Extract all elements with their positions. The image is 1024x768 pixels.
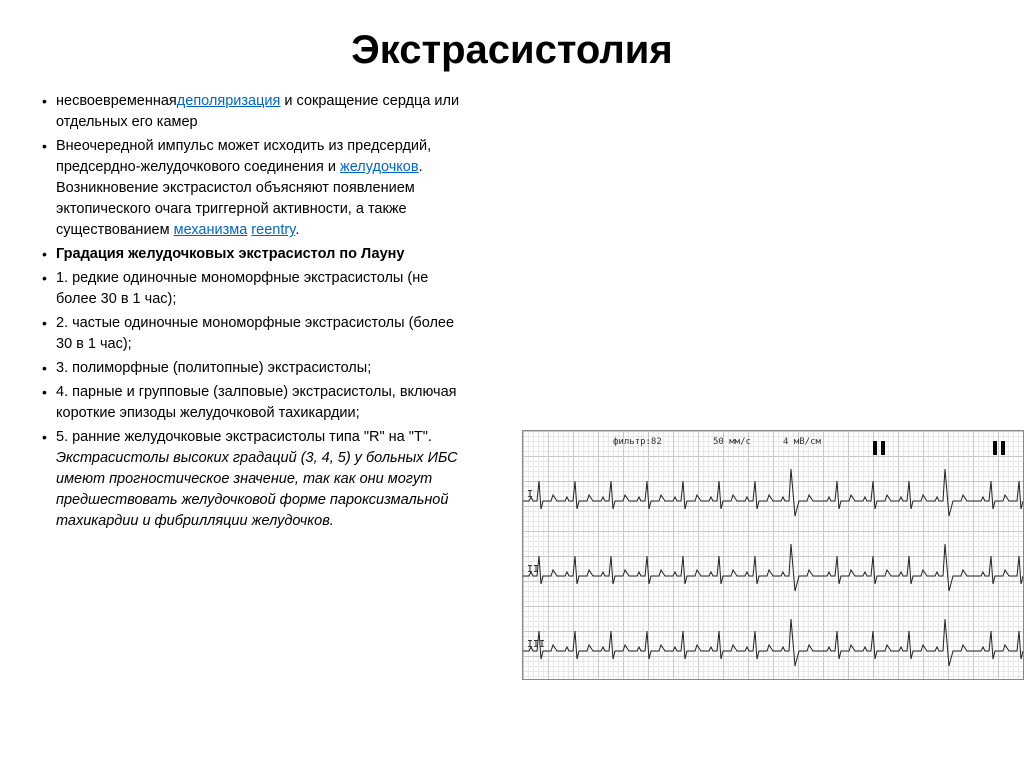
ecg-panel: фильтр:82 50 мм/с 4 мВ/см I II III bbox=[522, 430, 1024, 680]
ecg-label-gain: 4 мВ/см bbox=[783, 437, 821, 447]
text: 5. ранние желудочковые экстрасистолы тип… bbox=[56, 429, 432, 445]
bullet-list-column: несвоевременнаядеполяризация и сокращени… bbox=[40, 91, 470, 535]
ecg-label-filter: фильтр:82 bbox=[613, 437, 662, 447]
link-mechanism[interactable]: механизма bbox=[174, 222, 248, 238]
bullet-list: несвоевременнаядеполяризация и сокращени… bbox=[40, 91, 470, 532]
list-item: 3. полиморфные (политопные) экстрасистол… bbox=[40, 358, 470, 379]
ecg-label-speed: 50 мм/с bbox=[713, 437, 751, 447]
list-item: 5. ранние желудочковые экстрасистолы тип… bbox=[40, 427, 470, 532]
ecg-marker-icon bbox=[993, 441, 1005, 455]
list-item: 2. частые одиночные мономорфные экстраси… bbox=[40, 313, 470, 355]
list-item: 4. парные и групповые (залповые) экстрас… bbox=[40, 382, 470, 424]
ecg-trace-1 bbox=[523, 461, 1023, 531]
list-item: несвоевременнаядеполяризация и сокращени… bbox=[40, 91, 470, 133]
list-item: 1. редкие одиночные мономорфные экстраси… bbox=[40, 268, 470, 310]
link-depolarization[interactable]: деполяризация bbox=[177, 93, 281, 109]
text: несвоевременная bbox=[56, 93, 177, 109]
link-ventricles[interactable]: желудочков bbox=[340, 159, 419, 175]
link-reentry[interactable]: reentry bbox=[251, 222, 295, 238]
ecg-path bbox=[523, 619, 1023, 666]
ecg-path bbox=[523, 469, 1023, 516]
text-italic: Экстрасистолы высоких градаций (3, 4, 5)… bbox=[56, 450, 458, 529]
list-item: Внеочередной импульс может исходить из п… bbox=[40, 136, 470, 241]
text-bold: Градация желудочковых экстрасистол по Ла… bbox=[56, 246, 404, 262]
ecg-path bbox=[523, 544, 1023, 591]
page-title: Экстрасистолия bbox=[40, 28, 984, 73]
ecg-marker-icon bbox=[873, 441, 885, 455]
ecg-trace-2 bbox=[523, 536, 1023, 606]
list-item: Градация желудочковых экстрасистол по Ла… bbox=[40, 244, 470, 265]
text: . bbox=[295, 222, 299, 238]
ecg-box: фильтр:82 50 мм/с 4 мВ/см I II III bbox=[522, 430, 1024, 680]
ecg-trace-3 bbox=[523, 611, 1023, 680]
